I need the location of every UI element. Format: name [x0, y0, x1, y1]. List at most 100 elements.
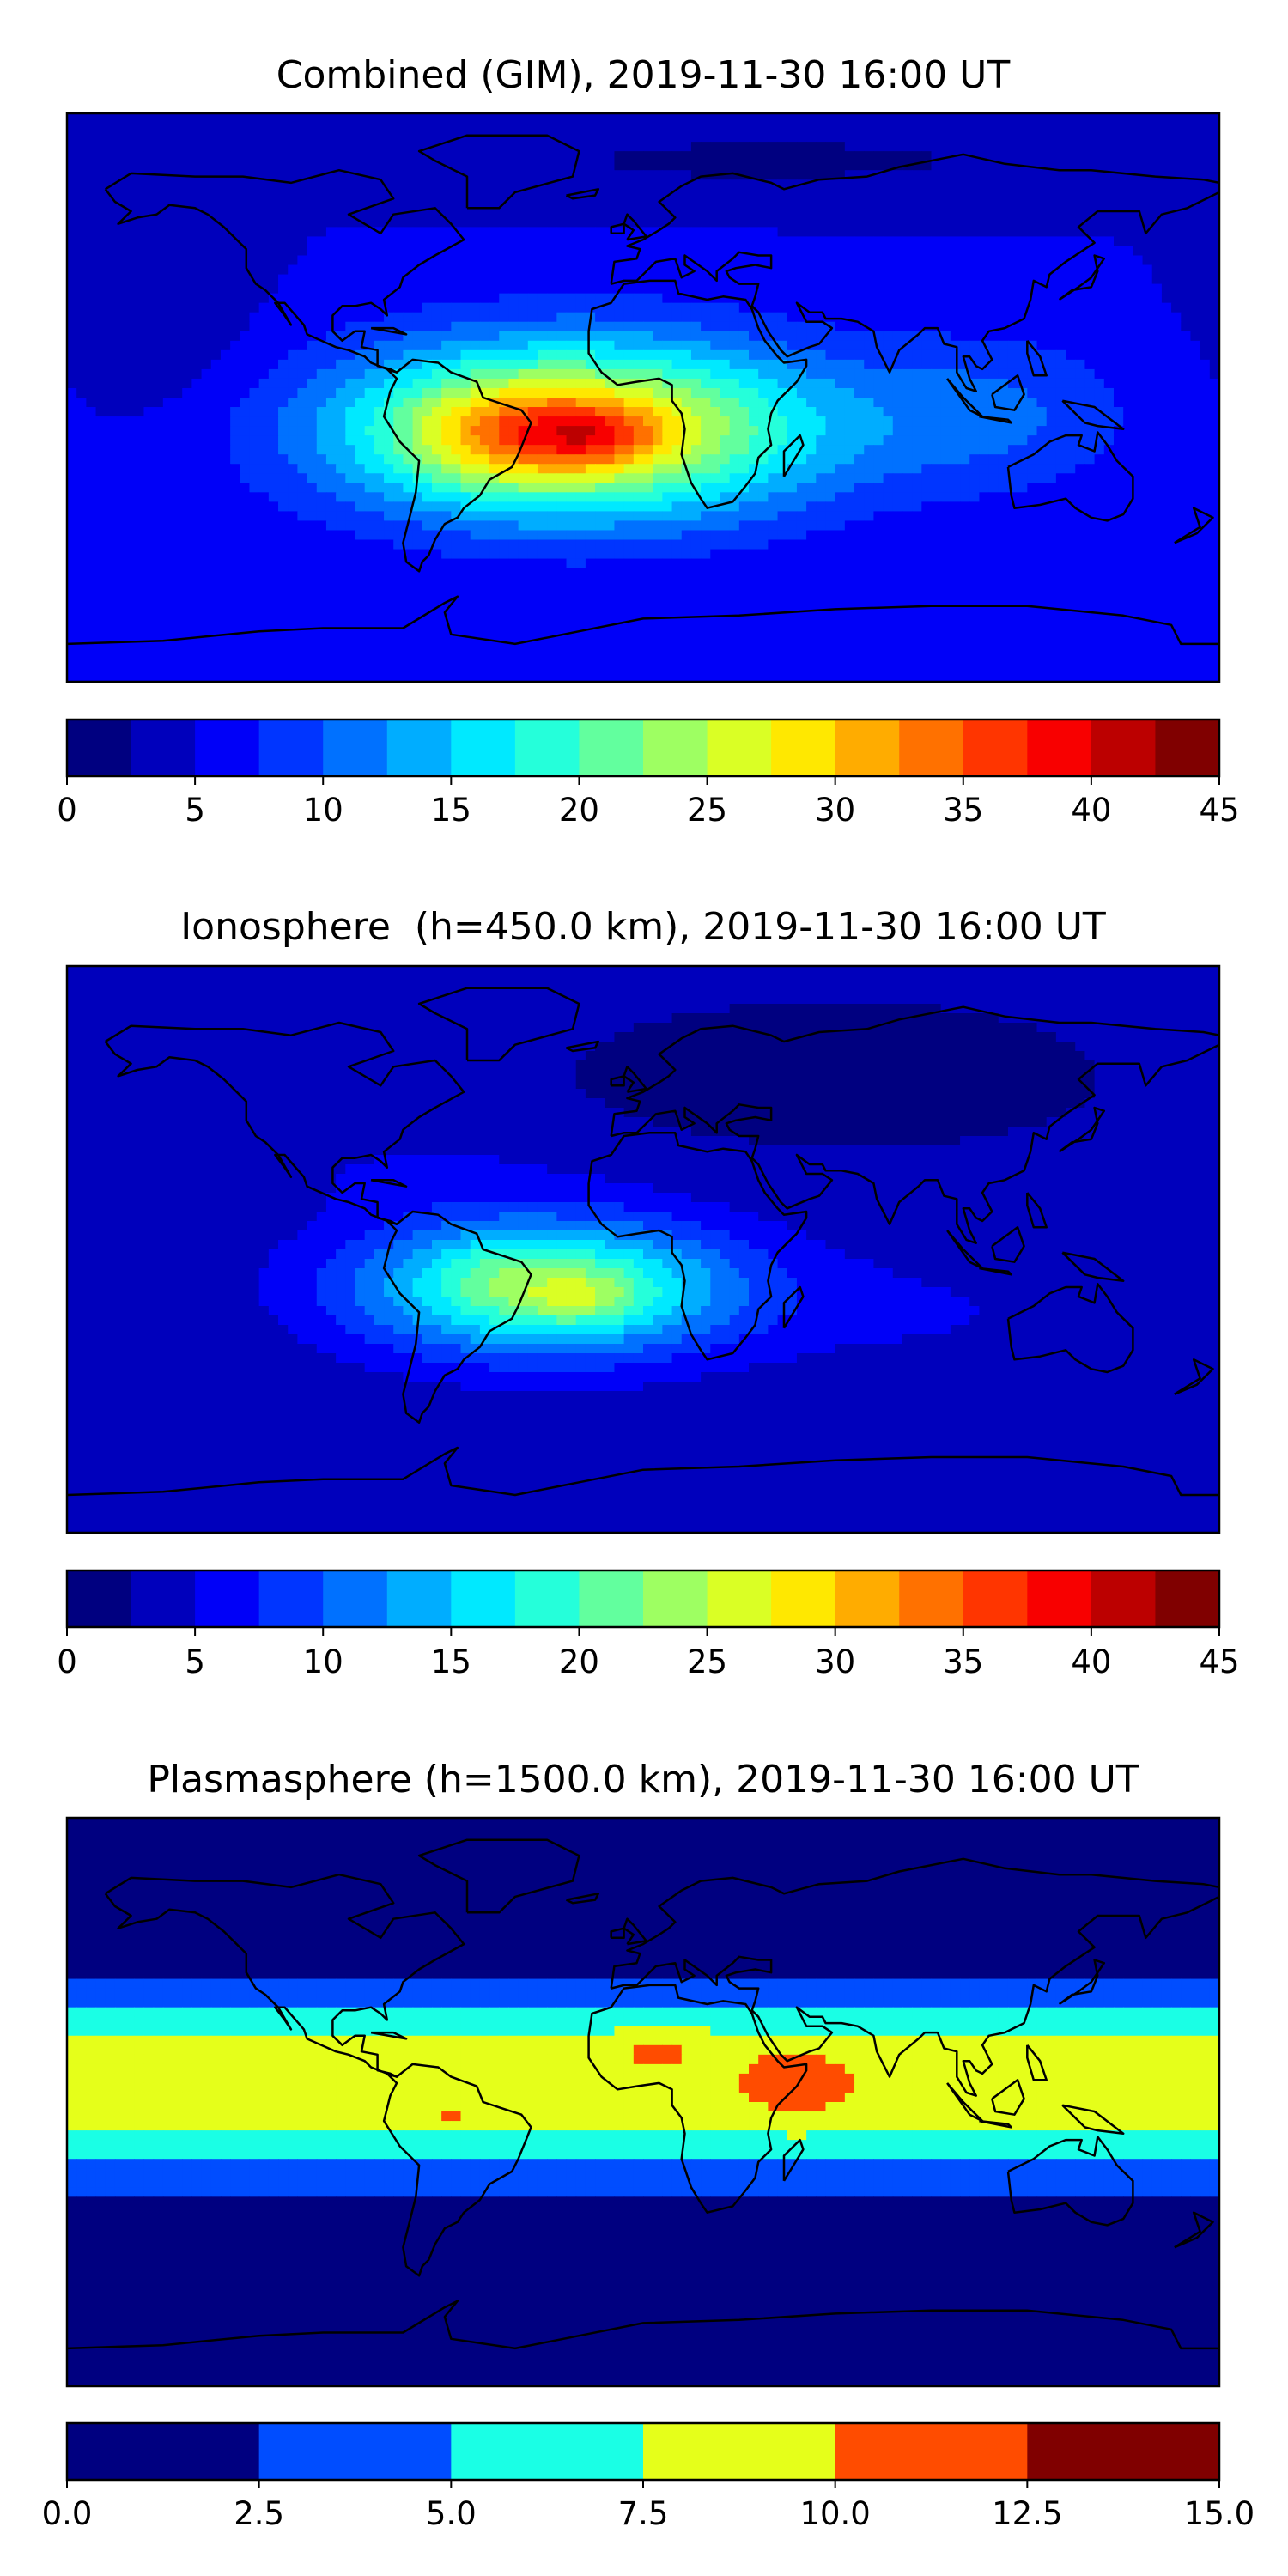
- contour-cell: [364, 170, 375, 180]
- contour-cell: [566, 492, 577, 502]
- contour-cell: [816, 208, 827, 218]
- contour-cell: [76, 501, 87, 512]
- contour-cell: [460, 236, 471, 247]
- contour-cell: [114, 132, 125, 143]
- contour-cell: [345, 142, 356, 152]
- contour-cell: [864, 454, 874, 465]
- contour-cell: [191, 302, 203, 313]
- contour-cell: [710, 123, 721, 133]
- contour-cell: [527, 435, 538, 446]
- contour-cell: [547, 398, 557, 408]
- contour-cell: [1200, 189, 1211, 199]
- contour-cell: [1066, 227, 1076, 238]
- contour-cell: [614, 208, 625, 218]
- contour-cell: [441, 246, 452, 257]
- contour-cell: [979, 398, 990, 408]
- contour-cell: [998, 407, 1009, 417]
- contour-cell: [508, 132, 519, 143]
- contour-cell: [220, 302, 231, 313]
- contour-cell: [1036, 227, 1048, 238]
- contour-cell: [451, 407, 462, 417]
- contour-cell: [1036, 236, 1048, 247]
- contour-cell: [249, 208, 260, 218]
- contour-cell: [143, 359, 155, 370]
- contour-cell: [460, 407, 471, 417]
- contour-cell: [854, 189, 865, 199]
- contour-cell: [595, 217, 605, 228]
- contour-cell: [374, 359, 385, 370]
- contour-cell: [643, 170, 653, 180]
- contour-cell: [173, 398, 183, 408]
- contour-cell: [969, 331, 981, 342]
- contour-cell: [173, 464, 183, 474]
- contour-cell: [325, 161, 337, 171]
- contour-cell: [701, 359, 711, 370]
- contour-cell: [547, 321, 557, 332]
- contour-cell: [182, 161, 192, 171]
- contour-cell: [182, 340, 192, 351]
- contour-cell: [143, 293, 155, 304]
- contour-cell: [230, 170, 240, 180]
- contour-cell: [556, 331, 568, 342]
- contour-cell: [460, 473, 471, 483]
- contour-cell: [566, 179, 577, 190]
- contour-cell: [1075, 264, 1086, 276]
- contour-cell: [623, 445, 635, 455]
- contour-cell: [912, 170, 922, 180]
- contour-cell: [499, 283, 510, 295]
- contour-cell: [605, 349, 616, 361]
- contour-cell: [595, 445, 605, 455]
- contour-cell: [1151, 189, 1163, 199]
- contour-cell: [988, 407, 999, 417]
- contour-cell: [844, 161, 855, 171]
- contour-cell: [173, 445, 183, 455]
- contour-cell: [412, 321, 423, 332]
- contour-cell: [595, 274, 605, 285]
- contour-cell: [605, 302, 616, 313]
- contour-cell: [701, 445, 711, 455]
- contour-cell: [537, 274, 548, 285]
- contour-cell: [864, 331, 874, 342]
- contour-cell: [623, 492, 635, 502]
- contour-cell: [249, 378, 260, 389]
- contour-cell: [105, 492, 116, 502]
- contour-cell: [892, 454, 903, 465]
- contour-cell: [412, 151, 423, 161]
- contour-cell: [527, 132, 538, 143]
- contour-cell: [336, 246, 346, 257]
- contour-cell: [76, 426, 87, 436]
- contour-cell: [940, 161, 951, 171]
- contour-cell: [768, 501, 779, 512]
- contour-cell: [960, 151, 970, 161]
- contour-cell: [662, 349, 673, 361]
- contour-cell: [518, 189, 529, 199]
- contour-cell: [883, 123, 894, 133]
- contour-cell: [288, 198, 298, 209]
- contour-cell: [67, 407, 77, 417]
- contour-cell: [125, 331, 135, 342]
- contour-cell: [623, 217, 635, 228]
- contour-cell: [240, 142, 251, 152]
- contour-cell: [931, 368, 942, 380]
- contour-cell: [623, 236, 635, 247]
- contour-cell: [643, 426, 653, 436]
- contour-cell: [105, 426, 116, 436]
- contour-cell: [864, 349, 874, 361]
- contour-cell: [240, 359, 251, 370]
- contour-cell: [1036, 264, 1048, 276]
- contour-cell: [681, 217, 692, 228]
- contour-cell: [1113, 321, 1124, 332]
- contour-cell: [460, 359, 471, 370]
- contour-cell: [662, 416, 673, 427]
- contour-cell: [787, 236, 798, 247]
- contour-cell: [681, 198, 692, 209]
- contour-cell: [336, 387, 346, 398]
- contour-cell: [441, 492, 452, 502]
- contour-cell: [1103, 426, 1115, 436]
- contour-cell: [585, 132, 596, 143]
- contour-cell: [816, 217, 827, 228]
- contour-cell: [95, 416, 106, 427]
- contour-cell: [125, 161, 135, 171]
- contour-cell: [258, 416, 270, 427]
- contour-cell: [173, 426, 183, 436]
